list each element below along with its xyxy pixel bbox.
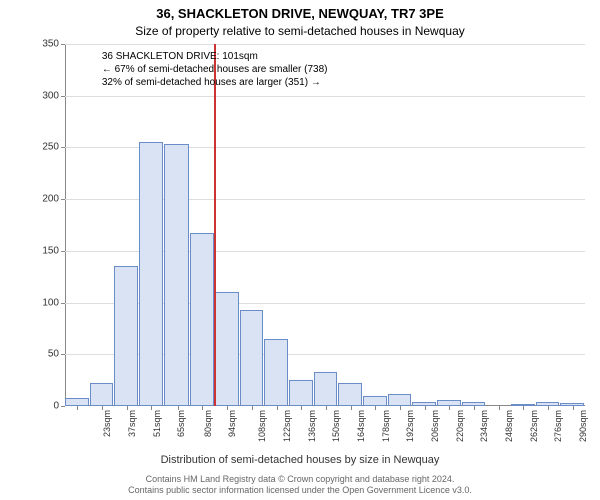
- x-tick-mark: [474, 406, 475, 410]
- x-tick-mark: [523, 406, 524, 410]
- y-tick-mark: [61, 406, 65, 407]
- histogram-bar: [164, 144, 189, 406]
- annotation-line-2: ← 67% of semi-detached houses are smalle…: [102, 63, 328, 76]
- annotation-line-1: 36 SHACKLETON DRIVE: 101sqm: [102, 50, 328, 63]
- x-tick-label: 37sqm: [127, 410, 137, 437]
- x-tick-label: 80sqm: [203, 410, 213, 437]
- y-tick-mark: [61, 96, 65, 97]
- x-tick-mark: [548, 406, 549, 410]
- histogram-bar: [139, 142, 163, 406]
- x-tick-mark: [127, 406, 128, 410]
- histogram-bar: [388, 394, 412, 406]
- page-title: 36, SHACKLETON DRIVE, NEWQUAY, TR7 3PE: [0, 6, 600, 21]
- y-tick-label: 350: [42, 39, 59, 50]
- x-tick-mark: [178, 406, 179, 410]
- y-tick-label: 300: [42, 90, 59, 101]
- x-tick-label: 94sqm: [228, 410, 238, 437]
- x-tick-mark: [449, 406, 450, 410]
- histogram-bar: [289, 380, 313, 406]
- x-tick-mark: [326, 406, 327, 410]
- x-tick-label: 262sqm: [529, 410, 539, 442]
- footer-line-2: Contains public sector information licen…: [128, 485, 472, 495]
- y-axis-line: [65, 44, 66, 406]
- y-tick-label: 100: [42, 297, 59, 308]
- histogram-bar: [264, 339, 288, 406]
- x-tick-mark: [400, 406, 401, 410]
- x-tick-mark: [277, 406, 278, 410]
- histogram-bar: [215, 292, 239, 406]
- histogram-bar: [240, 310, 264, 406]
- annotation-box: 36 SHACKLETON DRIVE: 101sqm← 67% of semi…: [102, 50, 328, 89]
- x-tick-label: 51sqm: [152, 410, 162, 437]
- x-tick-mark: [202, 406, 203, 410]
- x-tick-label: 122sqm: [282, 410, 292, 442]
- y-tick-label: 50: [48, 349, 59, 360]
- reference-line: [214, 44, 216, 406]
- x-tick-mark: [252, 406, 253, 410]
- annotation-line-3: 32% of semi-detached houses are larger (…: [102, 76, 328, 89]
- histogram-bar: [90, 383, 114, 406]
- x-tick-mark: [499, 406, 500, 410]
- x-tick-mark: [151, 406, 152, 410]
- x-tick-label: 206sqm: [430, 410, 440, 442]
- histogram-bar: [190, 233, 214, 406]
- y-tick-label: 0: [53, 401, 59, 412]
- y-tick-mark: [61, 251, 65, 252]
- y-tick-mark: [61, 199, 65, 200]
- y-tick-mark: [61, 303, 65, 304]
- y-tick-label: 250: [42, 142, 59, 153]
- x-tick-label: 178sqm: [381, 410, 391, 442]
- chart-subtitle: Size of property relative to semi-detach…: [0, 24, 600, 38]
- x-tick-label: 108sqm: [257, 410, 267, 442]
- x-tick-label: 23sqm: [102, 410, 112, 437]
- y-tick-label: 150: [42, 245, 59, 256]
- x-tick-label: 248sqm: [504, 410, 514, 442]
- x-tick-label: 276sqm: [553, 410, 563, 442]
- y-tick-mark: [61, 147, 65, 148]
- grid-line: [65, 44, 585, 45]
- histogram-bar: [338, 383, 362, 406]
- x-tick-mark: [102, 406, 103, 410]
- footer-attribution: Contains HM Land Registry data © Crown c…: [0, 474, 600, 496]
- x-tick-label: 220sqm: [455, 410, 465, 442]
- x-tick-mark: [573, 406, 574, 410]
- x-tick-label: 234sqm: [479, 410, 489, 442]
- x-tick-mark: [301, 406, 302, 410]
- x-tick-label: 192sqm: [405, 410, 415, 442]
- x-tick-label: 65sqm: [176, 410, 186, 437]
- histogram-bar: [363, 396, 387, 406]
- histogram-bar: [114, 266, 138, 406]
- x-tick-label: 290sqm: [578, 410, 588, 442]
- x-tick-mark: [375, 406, 376, 410]
- x-tick-mark: [425, 406, 426, 410]
- grid-line: [65, 96, 585, 97]
- histogram-bar: [65, 398, 89, 406]
- x-tick-label: 164sqm: [356, 410, 366, 442]
- histogram-bar: [314, 372, 338, 406]
- chart-plot-area: 05010015020025030035023sqm37sqm51sqm65sq…: [65, 44, 585, 406]
- y-tick-mark: [61, 354, 65, 355]
- x-axis-label: Distribution of semi-detached houses by …: [0, 454, 600, 466]
- y-tick-mark: [61, 44, 65, 45]
- x-tick-label: 136sqm: [307, 410, 317, 442]
- x-tick-mark: [77, 406, 78, 410]
- x-tick-mark: [351, 406, 352, 410]
- x-tick-label: 150sqm: [331, 410, 341, 442]
- footer-line-1: Contains HM Land Registry data © Crown c…: [146, 474, 455, 484]
- x-tick-mark: [227, 406, 228, 410]
- y-tick-label: 200: [42, 194, 59, 205]
